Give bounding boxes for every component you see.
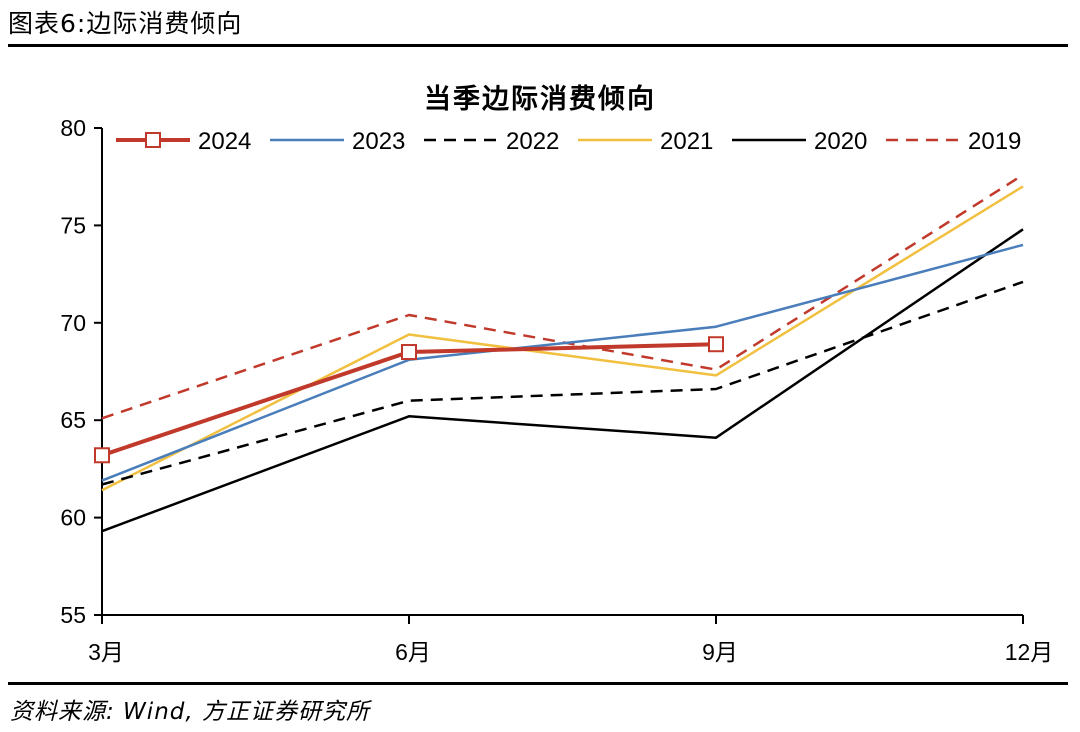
series-line-2021 xyxy=(101,185,1024,492)
chart-title: 当季边际消费倾向 xyxy=(424,83,656,115)
x-tick-label: 12月 xyxy=(1005,639,1054,665)
y-tick-label: 80 xyxy=(60,115,86,141)
series-line-2019 xyxy=(101,173,1024,420)
y-tick-label: 70 xyxy=(60,310,86,336)
y-tick-label: 65 xyxy=(60,407,86,433)
y-tick-label: 75 xyxy=(60,212,86,238)
legend-label-2021: 2021 xyxy=(660,128,713,155)
legend-label-2022: 2022 xyxy=(506,128,559,155)
data-point-2024 xyxy=(401,344,417,361)
series-line-2020 xyxy=(101,228,1024,533)
legend-label-2024: 2024 xyxy=(198,128,251,155)
chart-legend: 2024 2023 2022 2021 2020 2019 xyxy=(116,128,1021,155)
y-tick-label: 55 xyxy=(60,602,86,628)
y-tick-label: 60 xyxy=(60,505,86,531)
x-tick-label: 6月 xyxy=(395,639,431,665)
legend-label-2020: 2020 xyxy=(814,128,867,155)
figure-label: 图表6:边际消费倾向 xyxy=(8,9,243,38)
data-point-2024 xyxy=(708,336,724,353)
chart-axes: 55 60 65 70 75 80 3月 6月 9月 12月 xyxy=(60,115,1053,665)
series-line-2023 xyxy=(101,243,1024,482)
data-point-2024 xyxy=(94,447,110,464)
series-line-2022 xyxy=(101,280,1024,486)
bottom-divider xyxy=(8,682,1068,685)
legend-label-2019: 2019 xyxy=(968,128,1021,155)
legend-marker-2024 xyxy=(145,132,161,148)
top-divider xyxy=(8,44,1068,47)
x-tick-label: 3月 xyxy=(88,639,124,665)
x-tick-label: 9月 xyxy=(702,639,738,665)
source-note: 资料来源: Wind, 方正证券研究所 xyxy=(10,699,370,725)
chart-series xyxy=(94,173,1024,533)
legend-label-2023: 2023 xyxy=(352,128,405,155)
